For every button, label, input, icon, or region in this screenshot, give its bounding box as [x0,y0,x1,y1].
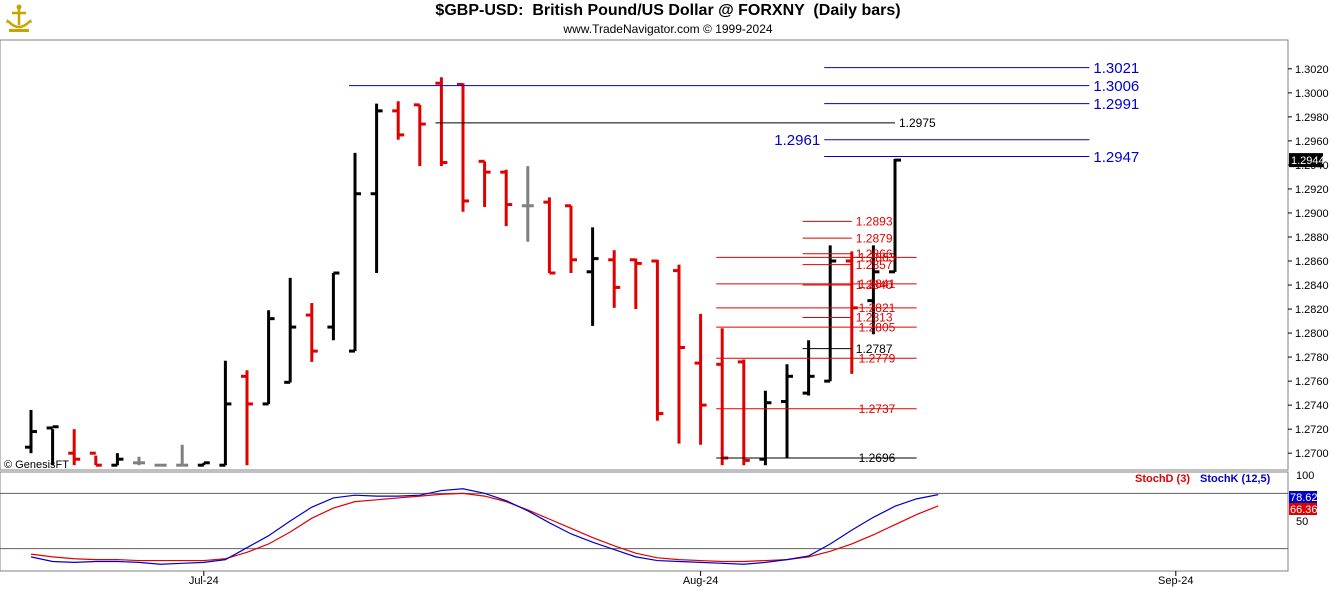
ohlc-bar [543,197,556,275]
level-label: 1.2879 [856,231,893,245]
level-label: 1.3006 [1093,78,1139,95]
ohlc-bar [68,429,81,466]
stoch-value-label: 78.62 [1290,492,1318,504]
level-label: 1.2991 [1093,96,1139,113]
ohlc-bar [759,390,772,466]
price-tick-label: 1.2960 [1295,136,1329,148]
copyright-label: © GenesisFT [4,459,69,471]
price-panel-border [0,39,1289,471]
price-tick-label: 1.2900 [1295,208,1329,220]
level-label: 1.2805 [859,320,896,334]
ohlc-bar [111,453,124,467]
price-tick-label: 1.2980 [1295,112,1329,124]
level-label: 1.2975 [899,116,936,130]
level-label: 1.2787 [856,342,893,356]
price-tick-label: 1.2700 [1295,448,1329,460]
ohlc-bar [25,409,37,454]
date-tick-label: Sep-24 [1158,575,1193,587]
ohlc-bar [629,258,642,310]
price-tick-label: 1.2820 [1295,304,1329,316]
stoch-tick-label: 50 [1296,516,1308,528]
stoch-legend-entry: StochK (12,5) [1200,473,1271,485]
ohlc-bar [651,259,664,421]
last-price-label: 1.2944 [1291,155,1325,167]
ohlc-bar [737,359,750,466]
level-label: 1.2961 [774,132,820,149]
level-label: 1.2737 [859,402,896,416]
ohlc-bar [284,277,297,384]
stoch-value-label: 66.36 [1290,504,1318,516]
ohlc-bar [219,360,232,467]
ohlc-bar [889,158,901,274]
ohlc-bar [608,250,621,308]
price-tick-label: 1.2840 [1295,280,1329,292]
ohlc-bar [413,103,426,167]
ohlc-bar [262,310,275,406]
ohlc-bar [478,159,491,207]
price-tick-label: 1.2740 [1295,400,1329,412]
ship-wheel-icon [4,3,34,33]
stoch-tick-label: 100 [1296,470,1314,482]
ohlc-bar [176,444,189,467]
level-label: 1.2821 [859,301,896,315]
level-label: 1.2841 [859,277,896,291]
ohlc-bar [781,364,793,458]
ohlc-bar [521,166,534,242]
price-tick-label: 1.2720 [1295,424,1329,436]
stoch-value-badge [1289,503,1317,515]
level-label: 1.2893 [856,215,893,229]
ohlc-bar [89,451,102,467]
stoch-series-line [30,488,939,565]
date-tick-label: Aug-24 [683,575,718,587]
chart-subtitle: www.TradeNavigator.com © 1999-2024 [563,22,773,36]
ohlc-bar [349,152,361,353]
stochastic-lines [0,488,1288,565]
ohlc-bar [392,101,405,140]
price-tick-label: 1.2920 [1295,184,1329,196]
last-price-badge [1289,153,1323,168]
ohlc-bar [565,204,577,274]
ohlc-bar [694,313,707,445]
ohlc-bar [197,461,210,467]
level-label: 1.2857 [856,258,893,272]
stoch-value-badge [1289,491,1317,503]
chart-title: $GBP-USD: British Pound/US Dollar @ FORX… [435,2,901,19]
ohlc-bar [673,264,685,444]
price-tick-label: 1.2880 [1295,232,1329,244]
level-label: 1.2696 [859,451,896,465]
price-axis: 1.2700 1.2720 1.2740 1.2760 1.2780 1.2800 1.28… [1288,64,1329,460]
level-label: 1.2863 [859,251,896,265]
price-tick-label: 1.2800 [1295,328,1329,340]
ohlc-bar [500,169,513,227]
level-label: 1.2813 [856,311,893,325]
ohlc-bar [802,340,815,396]
price-tick-label: 1.3020 [1295,64,1329,76]
price-tick-label: 1.2780 [1295,352,1329,364]
price-tick-label: 1.2760 [1295,376,1329,388]
level-label: 1.2840 [856,278,893,292]
level-label: 1.2947 [1093,149,1139,166]
stoch-legend-entry: StochD (3) [1135,473,1190,485]
ohlc-bar [586,227,599,326]
ohlc-bar [133,456,145,466]
ohlc-bar [46,425,59,466]
ohlc-bar [305,303,318,362]
level-label: 1.3021 [1093,60,1139,77]
ohlc-bar [435,77,448,167]
price-tick-label: 1.2860 [1295,256,1329,268]
level-label: 1.2779 [859,351,896,365]
ohlc-bar [241,370,253,466]
ohlc-bar [457,82,469,212]
ohlc-bar [327,271,340,341]
date-axis: Jul-24 Aug-24 Sep-24 [189,571,1194,587]
stoch-panel-border [0,471,1289,572]
ohlc-bar [867,245,880,335]
price-tick-label: 1.3000 [1295,88,1329,100]
ohlc-bar [370,103,383,274]
date-tick-label: Jul-24 [189,575,219,587]
